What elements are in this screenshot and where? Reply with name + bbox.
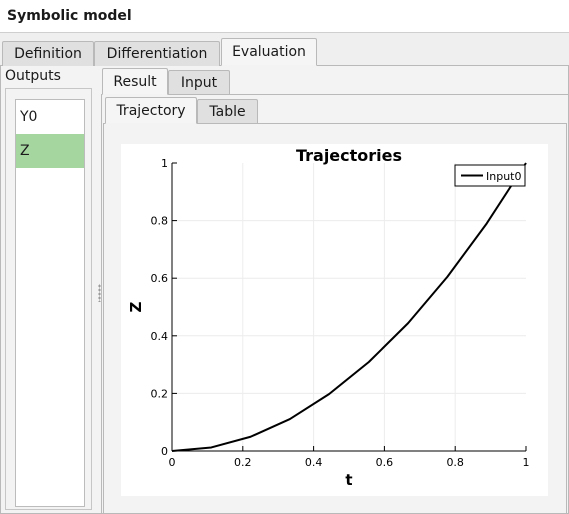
tab-input-label: Input — [180, 74, 218, 91]
y-axis-title: Z — [127, 301, 145, 312]
y-tick-label: 0.2 — [151, 387, 169, 400]
title-bar: Symbolic model — [0, 0, 569, 33]
chart-title: Trajectories — [296, 146, 402, 165]
series-line-input0 — [171, 162, 527, 452]
trajectory-chart: 0 0.2 0.4 0.6 0.8 1 0 0.2 0.4 0.6 0.8 1 Trajectorie… — [127, 146, 530, 489]
splitter-handle[interactable] — [98, 284, 101, 302]
window-title: Symbolic model — [7, 8, 132, 24]
x-axis-title: t — [345, 471, 352, 489]
tab-input[interactable]: Input — [168, 70, 230, 94]
y-tick-label: 0.8 — [151, 215, 169, 228]
outputs-label: Outputs — [5, 68, 61, 84]
x-tick-label: 0 — [169, 456, 176, 469]
output-item-z-label: Z — [20, 143, 30, 159]
output-item-y0-label: Y0 — [20, 109, 38, 125]
x-tick-label: 0.8 — [446, 456, 464, 469]
tab-result-label: Result — [113, 73, 157, 90]
tab-trajectory[interactable]: Trajectory — [105, 97, 197, 124]
tab-table[interactable]: Table — [197, 99, 258, 123]
x-tick-label: 0.2 — [234, 456, 252, 469]
y-tick-label: 1 — [161, 157, 168, 170]
x-tick-label: 1 — [523, 456, 530, 469]
x-tick-label: 0.4 — [305, 456, 323, 469]
legend-box — [454, 164, 526, 187]
tab-differentiation-label: Differentiation — [106, 46, 208, 62]
tab-trajectory-label: Trajectory — [116, 102, 186, 119]
y-tick-label: 0 — [161, 445, 168, 458]
chart-canvas[interactable]: 0 0.2 0.4 0.6 0.8 1 0 0.2 0.4 0.6 0.8 1 Trajectorie… — [121, 144, 548, 496]
tab-definition-label: Definition — [14, 46, 82, 62]
tab-differentiation[interactable]: Differentiation — [94, 41, 220, 66]
tab-evaluation[interactable]: Evaluation — [221, 38, 317, 66]
outputs-list[interactable]: Y0 Z — [15, 99, 85, 507]
grid — [172, 163, 526, 451]
y-tick-label: 0.6 — [151, 272, 169, 285]
output-item-y0[interactable]: Y0 — [16, 100, 84, 134]
legend-label: Input0 — [486, 170, 521, 183]
y-tick-label: 0.4 — [151, 330, 169, 343]
series-layer — [171, 162, 527, 452]
legend: Input0 — [454, 164, 526, 187]
axes: 0 0.2 0.4 0.6 0.8 1 0 0.2 0.4 0.6 0.8 1 — [151, 157, 530, 469]
tab-definition[interactable]: Definition — [2, 41, 94, 66]
x-tick-label: 0.6 — [376, 456, 394, 469]
tab-evaluation-label: Evaluation — [232, 44, 306, 60]
tab-result[interactable]: Result — [102, 68, 168, 95]
output-item-z[interactable]: Z — [16, 134, 84, 168]
tab-table-label: Table — [209, 103, 246, 120]
